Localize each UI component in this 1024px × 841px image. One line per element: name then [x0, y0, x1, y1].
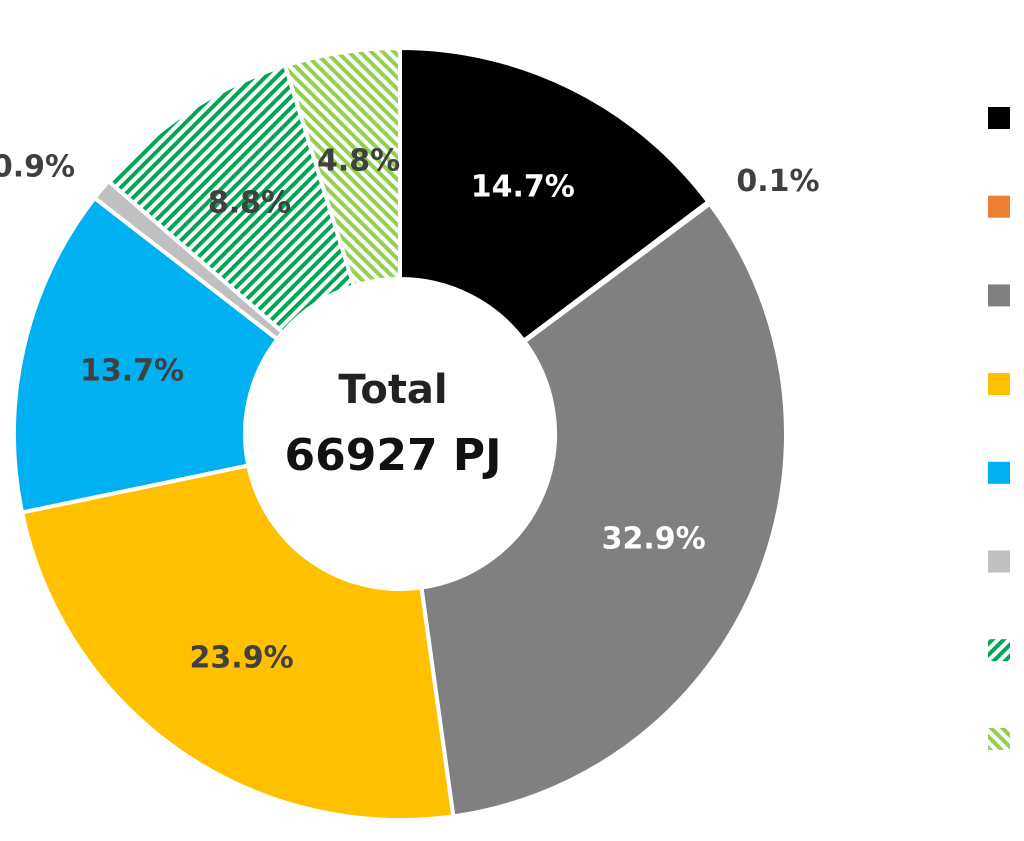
data-label: 23.9% — [190, 640, 294, 675]
data-label: 0.1% — [736, 164, 819, 199]
slice — [12, 195, 281, 515]
data-label: 4.8% — [317, 144, 400, 179]
legend-swatch — [988, 284, 1010, 307]
data-label: 32.9% — [602, 522, 706, 557]
slice — [419, 200, 788, 819]
legend-swatch — [988, 727, 1010, 750]
slices — [12, 45, 788, 822]
slice — [19, 463, 456, 822]
legend-swatch — [988, 107, 1010, 129]
legend-swatch — [988, 461, 1010, 484]
center-total: 66927 PJ — [284, 430, 501, 481]
center-label: Total — [338, 367, 447, 413]
legend-swatch — [988, 550, 1010, 573]
legend-swatch — [988, 373, 1010, 396]
slice — [398, 45, 712, 344]
legend-swatch — [988, 639, 1010, 662]
slice — [105, 62, 357, 336]
data-label: 8.8% — [208, 185, 291, 220]
data-label: 13.7% — [80, 354, 184, 389]
legend-swatch — [988, 195, 1010, 218]
data-label: 14.7% — [471, 169, 575, 204]
data-label: 0.9% — [0, 149, 75, 184]
slice — [282, 45, 402, 289]
